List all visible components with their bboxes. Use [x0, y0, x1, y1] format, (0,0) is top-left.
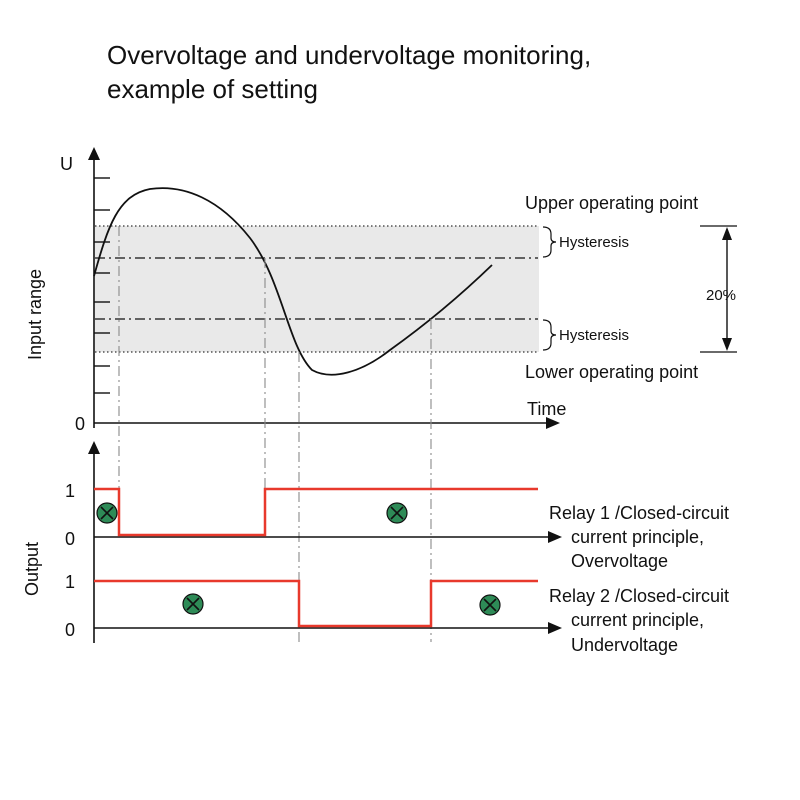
lower-hysteresis-label: Hysteresis — [559, 327, 629, 344]
relay-1-chart: 1 0 Relay 1 /Closed-circuit current prin… — [65, 481, 729, 571]
time-axis-label: Time — [527, 399, 566, 419]
relay-2-chart: 1 0 Relay 2 /Closed-circuit current prin… — [65, 572, 729, 655]
range-percent-label: 20% — [706, 287, 736, 304]
title-line-2: example of setting — [107, 74, 318, 104]
relay-2-axis-arrow — [548, 622, 562, 634]
input-range-side-label: Input range — [25, 269, 45, 360]
voltage-zero-label: 0 — [75, 414, 85, 434]
voltage-curve — [93, 187, 493, 376]
relay-1-desc-line-1: Relay 1 /Closed-circuit — [549, 503, 729, 523]
relay-2-desc-line-3: Undervoltage — [571, 635, 678, 655]
voltage-y-ticks — [94, 177, 110, 394]
relay-energized-icon — [182, 593, 204, 615]
range-arrow-up — [722, 227, 732, 240]
relay-energized-icon — [479, 594, 501, 616]
range-arrow-down — [722, 338, 732, 351]
relay-2-signal — [94, 579, 538, 628]
output-y-axis-arrow — [88, 441, 100, 454]
voltage-chart: U 0 Time Upper operating point Lower ope… — [25, 147, 737, 434]
relay-2-desc-line-1: Relay 2 /Closed-circuit — [549, 586, 729, 606]
relay-1-desc-line-3: Overvoltage — [571, 551, 668, 571]
output-charts: Output 1 0 Relay 1 /Closed-circuit curre… — [22, 441, 729, 655]
relay-2-zero-label: 0 — [65, 620, 75, 640]
lower-hysteresis-brace — [542, 319, 557, 351]
relay-2-one-label: 1 — [65, 572, 75, 592]
input-range-band — [95, 226, 539, 352]
output-side-label: Output — [22, 542, 42, 596]
voltage-y-axis-arrow — [88, 147, 100, 160]
relay-2-desc-line-2: current principle, — [571, 610, 704, 630]
upper-operating-point-label: Upper operating point — [525, 193, 698, 213]
relay-1-signal — [94, 487, 538, 537]
relay-1-one-label: 1 — [65, 481, 75, 501]
relay-1-axis-arrow — [548, 531, 562, 543]
relay-1-zero-label: 0 — [65, 529, 75, 549]
upper-hysteresis-label: Hysteresis — [559, 234, 629, 251]
relay-energized-icon — [386, 502, 408, 524]
voltage-axis-label: U — [60, 154, 73, 174]
relay-1-desc-line-2: current principle, — [571, 527, 704, 547]
title-line-1: Overvoltage and undervoltage monitoring, — [107, 40, 591, 70]
relay-energized-icon — [96, 502, 118, 524]
upper-hysteresis-brace — [542, 226, 557, 258]
time-axis-arrow — [546, 417, 560, 429]
lower-operating-point-label: Lower operating point — [525, 362, 698, 382]
